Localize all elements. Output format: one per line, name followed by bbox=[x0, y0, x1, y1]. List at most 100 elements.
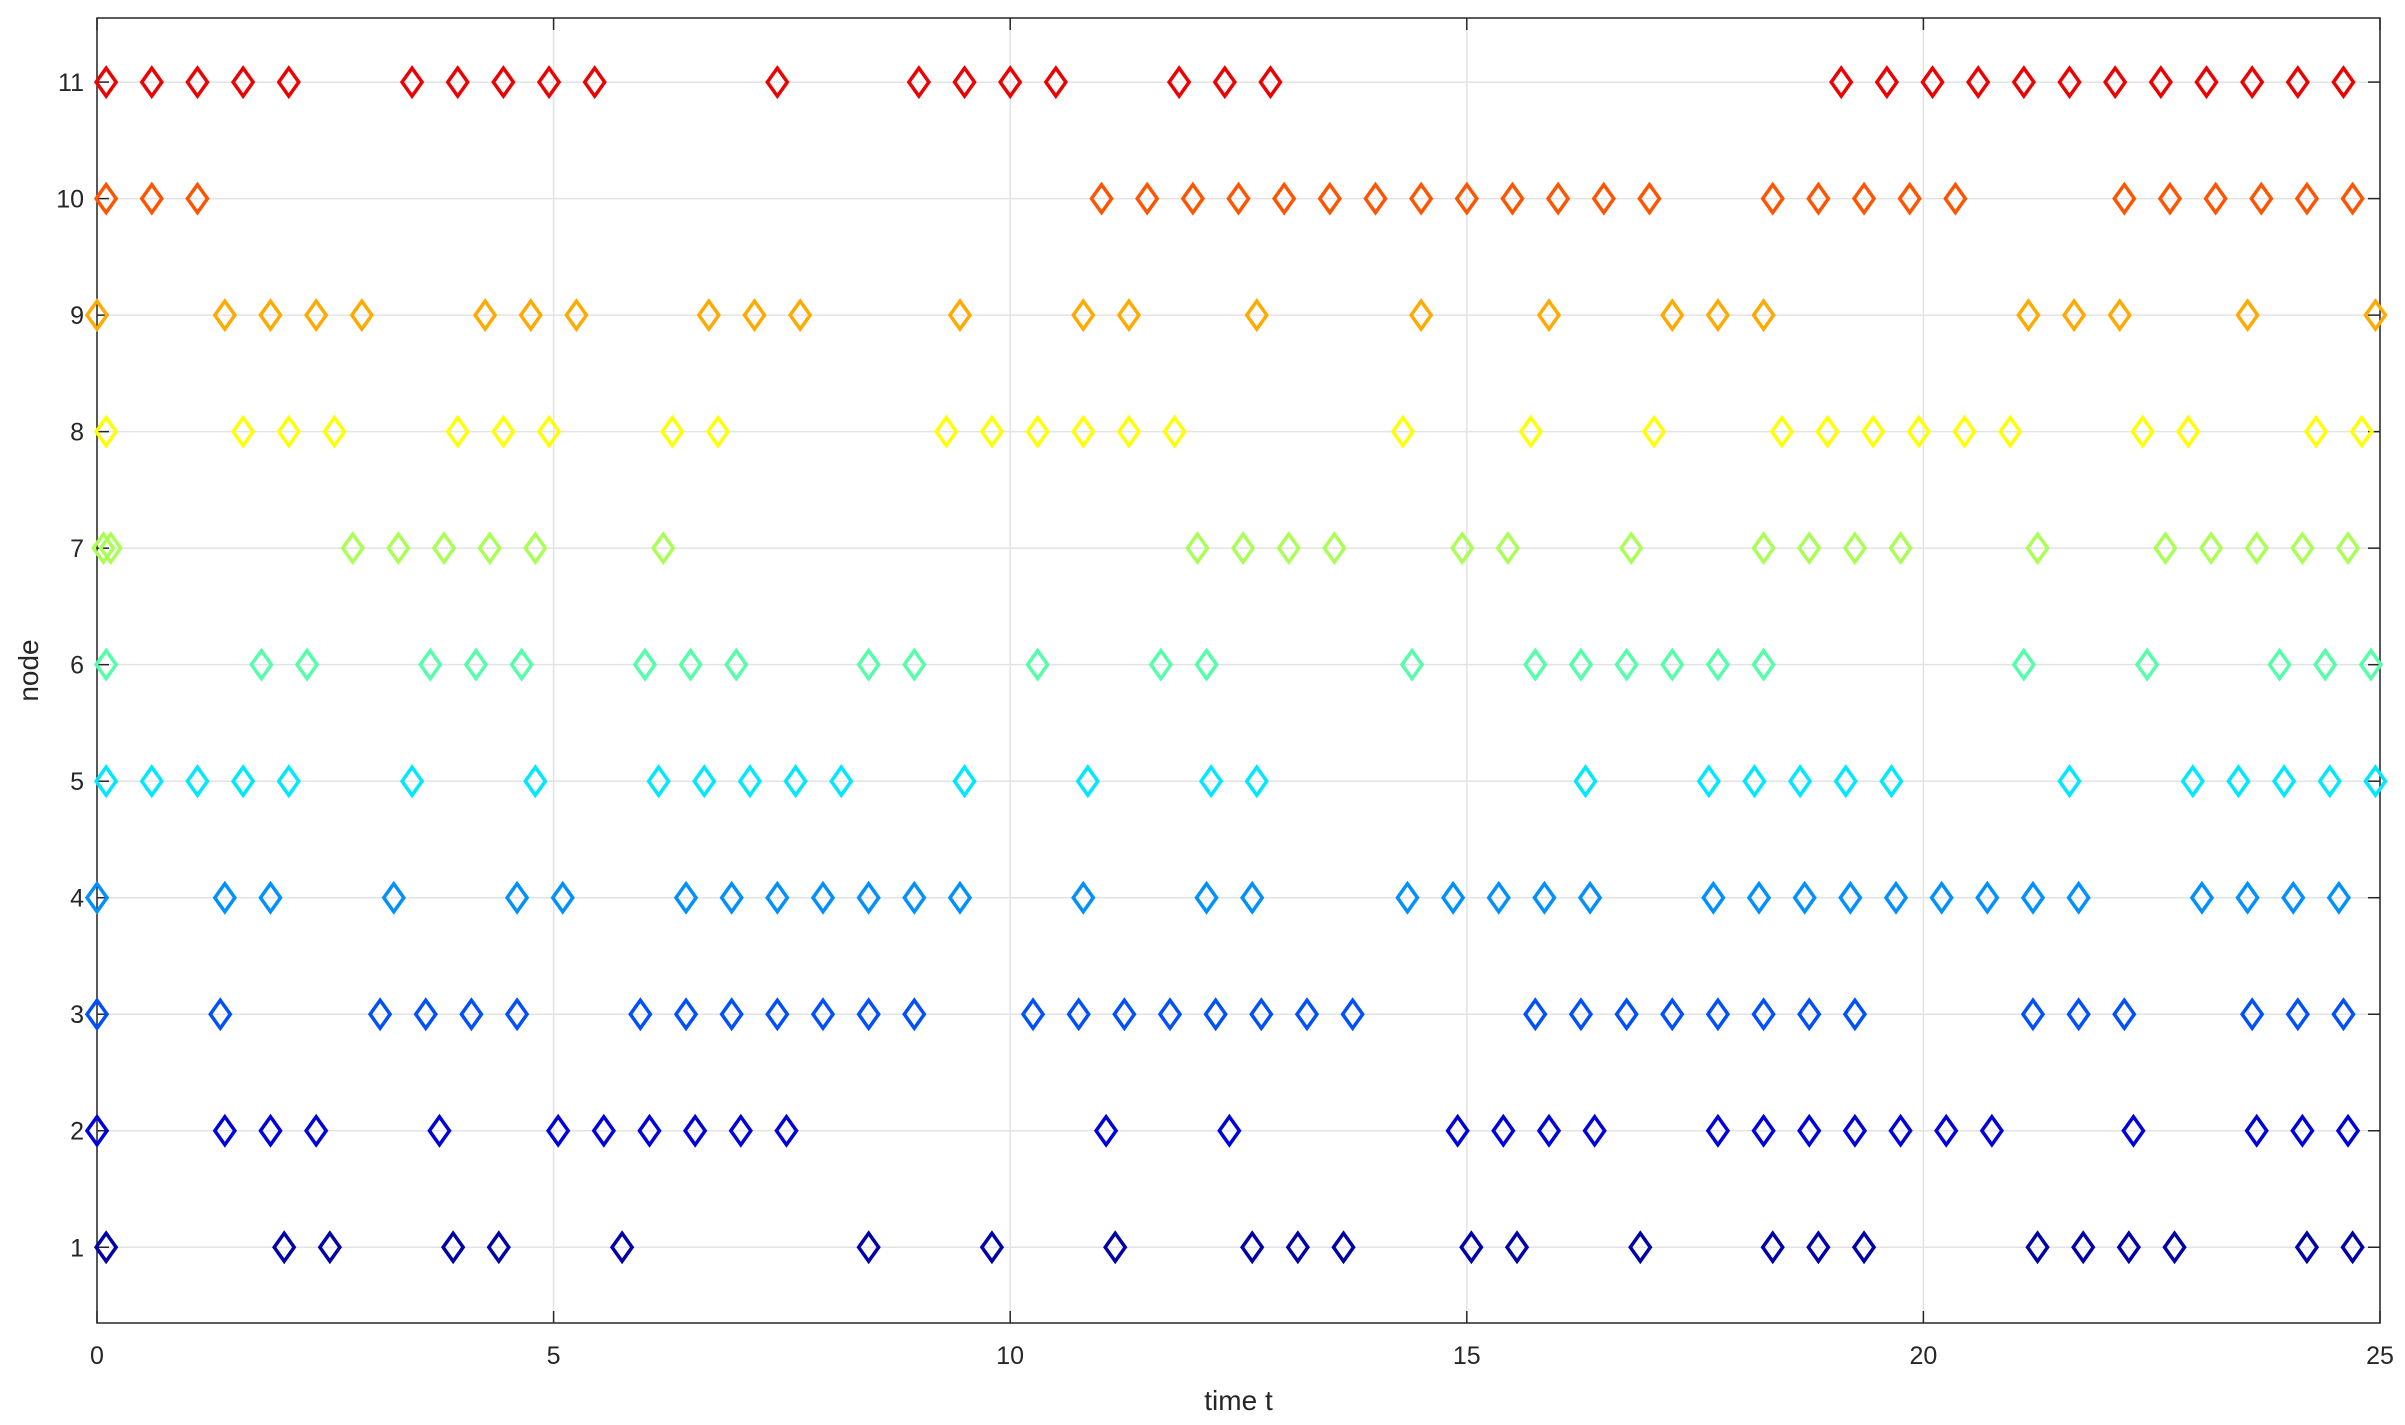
node-3-marker bbox=[810, 997, 836, 1032]
node-3-marker bbox=[2112, 997, 2137, 1032]
node-8-marker bbox=[1998, 414, 2023, 449]
node-6-marker bbox=[1194, 647, 1219, 682]
node-3-marker bbox=[1660, 997, 1685, 1032]
node-3-marker bbox=[1340, 997, 1365, 1032]
node-8-marker bbox=[2130, 414, 2155, 449]
node-9-marker bbox=[1705, 298, 1731, 333]
node-7-marker bbox=[1322, 531, 1347, 566]
node-9-marker bbox=[1071, 298, 1096, 333]
node-2-marker bbox=[2335, 1113, 2361, 1148]
node-11-marker bbox=[185, 65, 210, 100]
node-10-marker bbox=[2157, 181, 2183, 216]
node-7-marker bbox=[386, 531, 411, 566]
node-2-marker bbox=[2244, 1113, 2269, 1148]
node-11-marker bbox=[536, 65, 562, 100]
node-8-marker bbox=[705, 414, 731, 449]
node-11-marker bbox=[2148, 65, 2173, 100]
node-4-marker bbox=[810, 880, 836, 915]
node-7-marker bbox=[2153, 531, 2178, 566]
y-tick-label: 7 bbox=[70, 535, 84, 563]
node-4-marker bbox=[1194, 880, 1219, 915]
node-10-marker bbox=[1897, 181, 1922, 216]
node-3-marker bbox=[1294, 997, 1320, 1032]
node-3-marker bbox=[1568, 997, 1594, 1032]
node-5-marker bbox=[952, 764, 977, 799]
node-1-marker bbox=[1103, 1230, 1128, 1265]
node-4-marker bbox=[947, 880, 973, 915]
node-8-marker bbox=[1906, 414, 1931, 449]
node-11-marker bbox=[2057, 65, 2082, 100]
node-2-marker bbox=[1934, 1113, 1959, 1148]
node-10-marker bbox=[93, 181, 119, 216]
node-3-marker bbox=[413, 997, 438, 1032]
node-9-marker bbox=[84, 298, 110, 333]
node-6-marker bbox=[2011, 647, 2037, 682]
node-6-marker bbox=[509, 647, 534, 682]
node-11-marker bbox=[139, 65, 164, 100]
node-5-marker bbox=[185, 764, 210, 799]
node-9-marker bbox=[947, 298, 973, 333]
node-3-marker bbox=[1614, 997, 1639, 1032]
node-2-marker bbox=[2290, 1113, 2315, 1148]
node-4-marker bbox=[765, 880, 790, 915]
node-9-marker bbox=[258, 298, 283, 333]
node-9-marker bbox=[1660, 298, 1685, 333]
node-11-marker bbox=[1043, 65, 1069, 100]
node-5-marker bbox=[1573, 764, 1598, 799]
y-tick-label: 5 bbox=[70, 768, 84, 796]
node-4-marker bbox=[719, 880, 744, 915]
node-8-marker bbox=[1162, 414, 1187, 449]
node-10-marker bbox=[1943, 181, 1968, 216]
node-4-marker bbox=[550, 880, 575, 915]
node-3-marker bbox=[628, 997, 653, 1032]
node-7-marker bbox=[523, 531, 548, 566]
node-7-marker bbox=[1619, 531, 1644, 566]
node-8-marker bbox=[979, 414, 1005, 449]
node-9-marker bbox=[2016, 298, 2041, 333]
node-4-marker bbox=[1486, 880, 1511, 915]
plot-area-frame bbox=[96, 17, 2381, 1324]
node-11-marker bbox=[1258, 65, 1283, 100]
node-11-marker bbox=[230, 65, 256, 100]
node-8-marker bbox=[1116, 414, 1142, 449]
x-tick-label: 20 bbox=[1909, 1342, 1937, 1370]
node-10-marker bbox=[1408, 181, 1434, 216]
node-10-marker bbox=[1545, 181, 1571, 216]
node-3-marker bbox=[1842, 997, 1868, 1032]
node-11-marker bbox=[1829, 65, 1854, 100]
node-2-marker bbox=[1842, 1113, 1868, 1148]
node-1-marker bbox=[1628, 1230, 1653, 1265]
node-3-marker bbox=[1203, 997, 1228, 1032]
node-3-marker bbox=[1797, 997, 1822, 1032]
node-5-marker bbox=[1244, 764, 1269, 799]
node-3-marker bbox=[1112, 997, 1137, 1032]
node-3-marker bbox=[504, 997, 530, 1032]
node-6-marker bbox=[1614, 647, 1639, 682]
node-7-marker bbox=[91, 531, 116, 566]
node-1-marker bbox=[1760, 1230, 1785, 1265]
node-5-marker bbox=[1742, 764, 1767, 799]
node-3-marker bbox=[1066, 997, 1091, 1032]
node-11-marker bbox=[399, 65, 425, 100]
node-8-marker bbox=[1071, 414, 1096, 449]
node-7-marker bbox=[477, 531, 502, 566]
node-11-marker bbox=[491, 65, 516, 100]
node-5-marker bbox=[2317, 764, 2342, 799]
node-2-marker bbox=[682, 1113, 708, 1148]
node-10-marker bbox=[1363, 181, 1388, 216]
node-9-marker bbox=[212, 298, 237, 333]
node-6-marker bbox=[856, 647, 881, 682]
node-4-marker bbox=[504, 880, 530, 915]
node-4-marker bbox=[1929, 880, 1954, 915]
node-10-marker bbox=[185, 181, 210, 216]
node-3-marker bbox=[84, 997, 110, 1032]
node-1-marker bbox=[272, 1230, 297, 1265]
node-7-marker bbox=[1797, 531, 1822, 566]
node-1-marker bbox=[2116, 1230, 2142, 1265]
node-9-marker bbox=[304, 298, 329, 333]
node-11-marker bbox=[1966, 65, 1991, 100]
node-3-marker bbox=[1157, 997, 1183, 1032]
x-tick-labels: 0 5 10 15 20 25 bbox=[90, 1342, 2394, 1370]
node-9-marker bbox=[518, 298, 543, 333]
